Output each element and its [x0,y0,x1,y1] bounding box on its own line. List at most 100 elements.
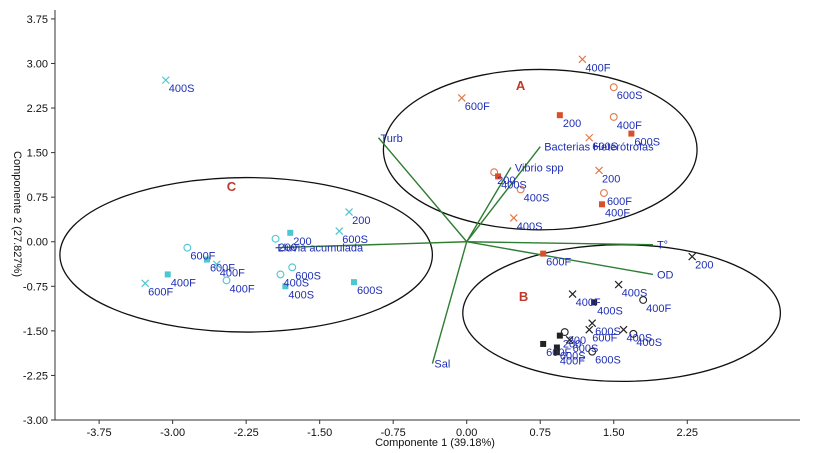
point-label: 600F [210,263,235,275]
point-marker-square [540,250,547,257]
y-tick-label: 3.00 [27,58,48,70]
point-x-stroke [619,325,628,334]
point-marker-square [540,340,547,347]
point-label: 400S [169,83,195,95]
loading-vector [275,241,467,249]
point-label: 600F [148,286,173,298]
point-x-stroke [614,280,623,289]
point-label: 600S [342,234,368,246]
point-marker-square [556,112,563,119]
point-label: 200 [563,118,581,130]
point-marker-circle [271,234,280,243]
loading-label: Lluvia acumulada [278,243,364,255]
loading-label: Turb [380,133,402,145]
point-label: 400F [230,283,255,295]
x-tick-label: -1.50 [307,427,332,439]
point-x-stroke [565,335,574,344]
point-label: 400F [646,303,671,315]
group-ellipse-A [382,68,698,231]
point-marker-square [553,349,560,356]
point-marker-square [495,173,502,180]
loading-vector [377,137,468,243]
point-marker-square [628,130,635,137]
point-marker-x [565,335,574,344]
point-x-stroke [509,214,518,222]
point-label: 600F [546,347,571,359]
point-marker-circle [222,276,231,285]
point-marker-x [457,94,466,102]
point-x-stroke [335,227,344,235]
point-label: 600F [546,257,571,269]
point-x-stroke [161,76,170,85]
point-label: 200 [695,260,713,272]
point-label: 600F [592,333,617,345]
point-label: 600S [592,141,618,153]
point-marker-square [591,299,598,306]
point-marker-x [212,260,221,269]
point-marker-circle [560,328,569,337]
y-tick-label: -2.25 [23,370,48,382]
loading-vectors: Turb Bacterias Heterótrofas Vibrio spp Lluv… [275,133,674,371]
point-marker-x [161,76,170,85]
point-label: 600F [465,101,490,113]
point-x-stroke [585,325,594,334]
point-label: 400S [627,333,653,345]
y-tick-label: 2.25 [27,103,48,115]
x-tick-label: -2.25 [234,427,259,439]
point-marker-circle [599,189,608,197]
point-x-stroke [578,55,587,64]
point-marker-square [164,271,171,278]
point-marker-square [598,201,605,208]
x-tick-label: -3.75 [87,427,112,439]
point-marker-circle [490,168,499,177]
point-label: 400F [605,207,630,219]
loading-label: OD [657,269,674,281]
point-marker-x [568,290,577,298]
x-tick-label: 0.00 [456,427,477,439]
point-label: 600S [295,270,321,282]
x-tick-label: 1.50 [603,427,624,439]
point-label: 200 [279,242,297,254]
point-x-stroke [457,94,466,102]
point-marker-circle [639,296,648,304]
point-marker-x [578,55,587,64]
point-marker-x [509,214,518,222]
loading-label: T° [657,240,668,252]
point-marker-circle [609,113,618,121]
point-marker-x [619,325,628,334]
point-label: 400S [501,179,527,191]
point-label: 400F [585,62,610,74]
point-label: 600S [617,90,643,102]
group-letter-C: C [227,179,237,194]
point-label: 200 [293,236,311,248]
point-label: 400S [283,277,309,289]
point-marker-x [588,319,597,328]
x-tick-label: 2.25 [677,427,698,439]
point-label: 400F [576,297,601,309]
point-label: 400F [617,120,642,132]
point-marker-square [203,256,210,263]
point-label: 200 [497,175,515,187]
point-marker-square [553,344,560,351]
point-label: 600F [607,196,632,208]
point-marker-x [141,279,150,288]
point-marker-circle [588,347,597,356]
y-tick-label: -1.50 [23,326,48,338]
point-marker-square [556,332,563,339]
point-label: 200 [563,339,581,351]
group-letter-B: B [519,289,528,304]
point-label: 200 [352,215,370,227]
point-label: 400S [597,305,623,317]
point-marker-x [688,252,697,261]
point-label: 400S [524,192,550,204]
point-marker-circle [609,83,618,92]
loading-vector [466,241,654,276]
loading-label: Sal [434,359,450,371]
point-marker-square [287,229,294,236]
point-label: 400S [288,289,314,301]
loading-vector [466,146,541,243]
point-label: 400F [171,277,196,289]
loading-vector [466,167,512,243]
point-x-stroke [588,319,597,328]
